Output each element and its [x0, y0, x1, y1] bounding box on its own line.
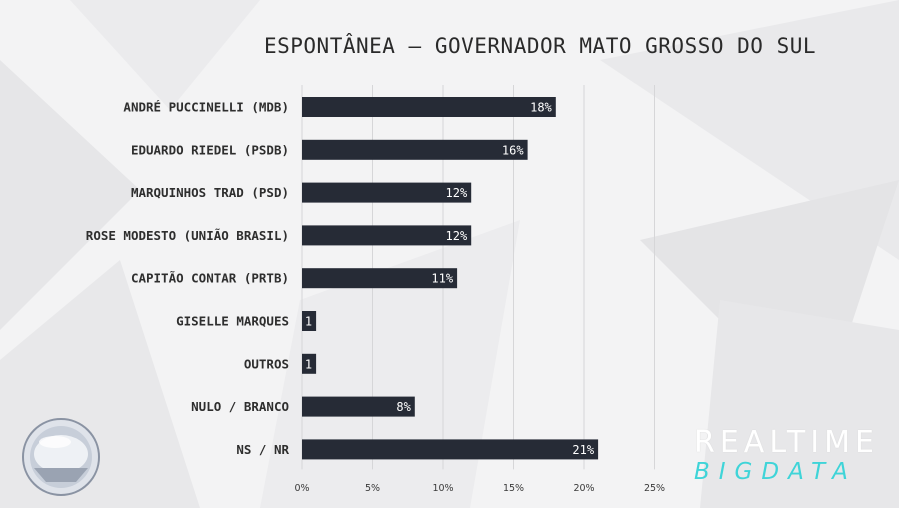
- data-label: 12%: [446, 186, 468, 200]
- bar: [302, 97, 556, 117]
- bar: [302, 439, 599, 460]
- category-label: ROSE MODESTO (UNIÃO BRASIL): [86, 228, 289, 243]
- bar: [302, 182, 472, 203]
- x-tick-label: 20%: [573, 483, 594, 494]
- category-label: OUTROS: [244, 356, 289, 371]
- x-tick-label: 25%: [644, 483, 665, 494]
- realtime-bigdata-logo: REALTIME BIGDATA: [694, 425, 884, 486]
- category-label: NS / NR: [236, 442, 289, 457]
- x-tick-label: 10%: [432, 483, 453, 494]
- x-tick-label: 0%: [294, 483, 309, 494]
- bg-shape: [600, 0, 899, 260]
- logo-line-2: BIGDATA: [694, 459, 857, 485]
- category-label: MARQUINHOS TRAD (PSD): [131, 185, 289, 200]
- data-label: 1: [305, 357, 312, 371]
- data-label: 11%: [431, 272, 453, 286]
- bars: [302, 97, 599, 460]
- bar: [302, 139, 528, 160]
- data-label: 8%: [396, 400, 411, 414]
- bar: [302, 311, 317, 331]
- x-axis-ticks: 0% 5% 10% 15% 20% 25%: [294, 483, 665, 494]
- data-label: 12%: [446, 229, 468, 243]
- bar: [302, 225, 472, 246]
- bg-shape: [70, 0, 260, 110]
- bar: [302, 353, 317, 374]
- category-label: GISELLE MARQUES: [176, 314, 289, 329]
- data-label: 21%: [572, 443, 594, 457]
- bar: [302, 268, 458, 289]
- labels: ANDRÉ PUCCINELLI (MDB) 18%EDUARDO RIEDEL …: [86, 100, 595, 457]
- bar: [302, 396, 415, 417]
- category-label: CAPITÃO CONTAR (PRTB): [131, 271, 289, 286]
- category-label: EDUARDO RIEDEL (PSDB): [131, 142, 289, 157]
- data-label: 18%: [530, 101, 552, 115]
- logo-line-1: REALTIME: [694, 425, 879, 460]
- chart-title: ESPONTÂNEA – GOVERNADOR MATO GROSSO DO S…: [263, 34, 816, 58]
- record-tv-logo-icon: [22, 418, 100, 496]
- x-tick-label: 5%: [365, 483, 380, 494]
- data-label: 16%: [502, 143, 524, 157]
- category-label: ANDRÉ PUCCINELLI (MDB): [123, 100, 289, 115]
- bg-shape: [0, 60, 140, 330]
- bg-shape: [260, 220, 520, 508]
- data-label: 1: [305, 315, 312, 329]
- x-tick-label: 15%: [503, 483, 524, 494]
- bg-shape: [700, 300, 899, 508]
- category-label: NULO / BRANCO: [191, 399, 289, 414]
